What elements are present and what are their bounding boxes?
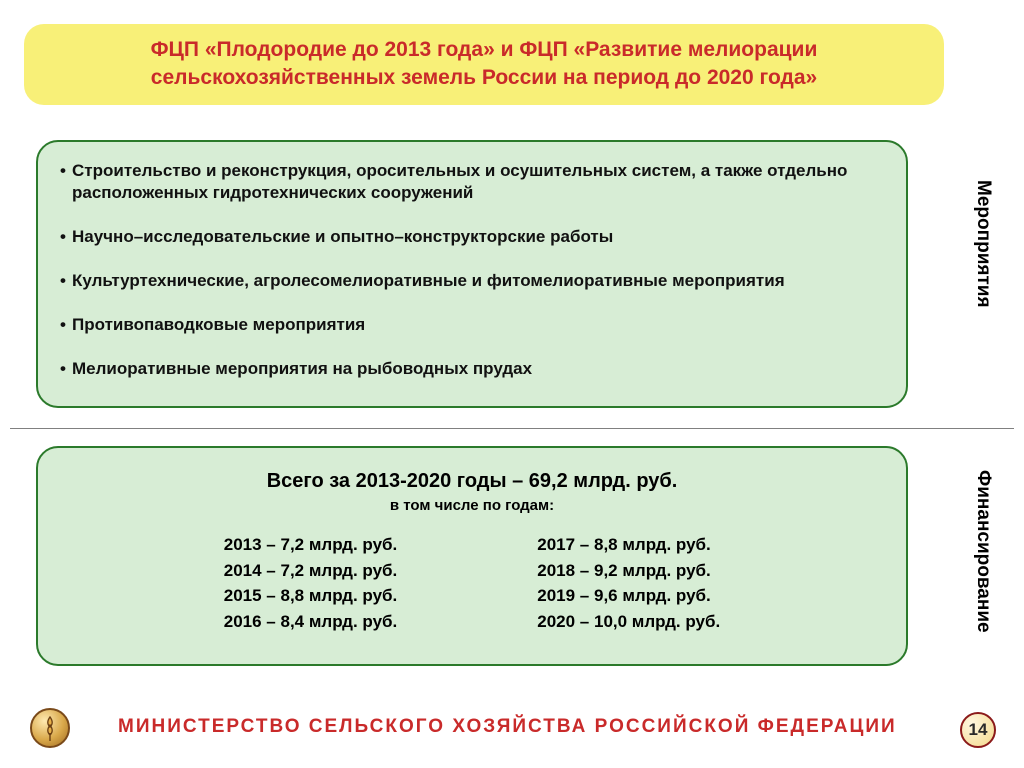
- year-row: 2020 – 10,0 млрд. руб.: [537, 609, 720, 635]
- financing-panel: Всего за 2013-2020 годы – 69,2 млрд. руб…: [36, 446, 908, 666]
- list-item: Противопаводковые мероприятия: [60, 314, 884, 336]
- financing-subtitle: в том числе по годам:: [60, 497, 884, 514]
- year-row: 2014 – 7,2 млрд. руб.: [224, 558, 398, 584]
- financing-col-right: 2017 – 8,8 млрд. руб. 2018 – 9,2 млрд. р…: [537, 532, 720, 634]
- activities-list: Строительство и реконструкция, ороситель…: [60, 160, 884, 381]
- list-item: Строительство и реконструкция, ороситель…: [60, 160, 884, 204]
- title-box: ФЦП «Плодородие до 2013 года» и ФЦП «Раз…: [24, 24, 944, 105]
- year-row: 2018 – 9,2 млрд. руб.: [537, 558, 720, 584]
- list-item: Культуртехнические, агролесомелиоративны…: [60, 270, 884, 292]
- side-label-financing: Финансирование: [972, 470, 994, 633]
- year-row: 2019 – 9,6 млрд. руб.: [537, 583, 720, 609]
- financing-col-left: 2013 – 7,2 млрд. руб. 2014 – 7,2 млрд. р…: [224, 532, 398, 634]
- page-number: 14: [969, 720, 988, 740]
- ministry-logo: [30, 708, 70, 748]
- financing-total: Всего за 2013-2020 годы – 69,2 млрд. руб…: [60, 470, 884, 493]
- financing-columns: 2013 – 7,2 млрд. руб. 2014 – 7,2 млрд. р…: [60, 532, 884, 634]
- wheat-icon: [40, 715, 60, 741]
- side-label-activities: Мероприятия: [972, 180, 994, 308]
- divider: [10, 428, 1014, 429]
- list-item: Научно–исследовательские и опытно–констр…: [60, 226, 884, 248]
- year-row: 2017 – 8,8 млрд. руб.: [537, 532, 720, 558]
- year-row: 2015 – 8,8 млрд. руб.: [224, 583, 398, 609]
- year-row: 2013 – 7,2 млрд. руб.: [224, 532, 398, 558]
- year-row: 2016 – 8,4 млрд. руб.: [224, 609, 398, 635]
- list-item: Мелиоративные мероприятия на рыбоводных …: [60, 358, 884, 380]
- activities-panel: Строительство и реконструкция, ороситель…: [36, 140, 908, 408]
- title-line2: сельскохозяйственных земель России на пе…: [52, 64, 916, 92]
- page-number-badge: 14: [960, 712, 996, 748]
- title-line1: ФЦП «Плодородие до 2013 года» и ФЦП «Раз…: [52, 36, 916, 64]
- footer-ministry: МИНИСТЕРСТВО СЕЛЬСКОГО ХОЗЯЙСТВА РОССИЙС…: [118, 716, 897, 738]
